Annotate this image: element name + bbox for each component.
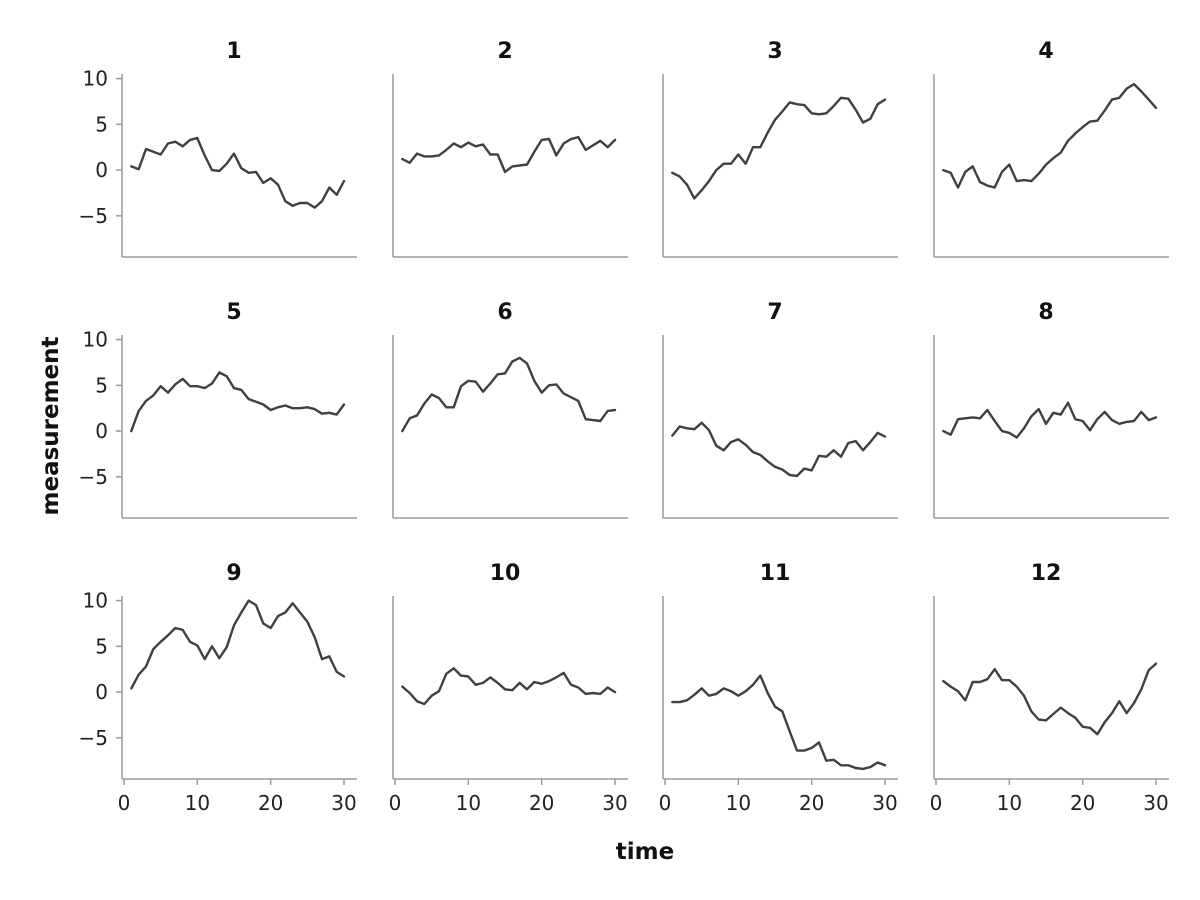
- x-tick-label: 20: [799, 791, 824, 815]
- panel-title: 9: [226, 561, 241, 586]
- y-tick-label: 10: [83, 589, 108, 613]
- x-tick-label: 20: [258, 791, 283, 815]
- panel-title: 5: [226, 300, 241, 325]
- series-line-11: [671, 674, 887, 771]
- series-line-4: [942, 82, 1158, 189]
- panel-title: 11: [760, 561, 791, 586]
- y-tick-label: 5: [95, 373, 108, 397]
- y-tick-label: 0: [95, 680, 108, 704]
- panel-title: 4: [1038, 39, 1053, 64]
- series-line-10: [401, 667, 617, 706]
- y-tick-label: −5: [79, 726, 108, 750]
- x-axis-title: time: [616, 839, 674, 865]
- series-line-7: [671, 421, 887, 478]
- x-tick-label: 0: [659, 791, 672, 815]
- panel-title: 10: [490, 561, 521, 586]
- y-tick-label: 10: [83, 67, 108, 91]
- series-line-2: [401, 135, 617, 174]
- panel-4: 4: [933, 39, 1169, 258]
- x-tick-label: 0: [389, 791, 402, 815]
- panel-5: 5 10 5 0 −5: [79, 300, 357, 519]
- x-tick-label: 10: [726, 791, 751, 815]
- panel-title: 6: [497, 300, 512, 325]
- series-line-1: [130, 136, 346, 209]
- y-tick-label: 5: [95, 634, 108, 658]
- y-tick-label: −5: [79, 465, 108, 489]
- panel-7: 7: [662, 300, 898, 519]
- x-tick-label: 20: [529, 791, 554, 815]
- panel-12: 12 0 10 20 30: [930, 561, 1169, 815]
- panel-3: 3: [662, 39, 898, 258]
- x-tick-label: 30: [872, 791, 897, 815]
- series-line-5: [130, 371, 346, 433]
- x-tick-label: 30: [602, 791, 627, 815]
- series-line-6: [401, 356, 617, 433]
- panel-title: 2: [497, 39, 512, 64]
- panel-6: 6: [392, 300, 628, 519]
- x-tick-label: 0: [930, 791, 943, 815]
- panel-1: 1 10 5 0 −5: [79, 39, 357, 258]
- x-tick-label: 10: [456, 791, 481, 815]
- panel-title: 3: [767, 39, 782, 64]
- panel-10: 10 0 10 20 30: [389, 561, 628, 815]
- series-line-8: [942, 401, 1158, 439]
- panel-title: 7: [767, 300, 782, 325]
- series-line-9: [130, 599, 346, 690]
- x-tick-label: 30: [1143, 791, 1168, 815]
- panel-11: 11 0 10 20 30: [659, 561, 898, 815]
- panel-title: 1: [226, 39, 241, 64]
- y-tick-label: 0: [95, 419, 108, 443]
- x-tick-label: 20: [1070, 791, 1095, 815]
- x-tick-label: 0: [118, 791, 131, 815]
- series-line-3: [671, 96, 887, 200]
- panel-9: 9 10 5 0 −5 0 10 20 30: [79, 561, 357, 815]
- x-tick-label: 10: [185, 791, 210, 815]
- y-tick-label: −5: [79, 204, 108, 228]
- panel-title: 12: [1031, 561, 1062, 586]
- series-line-12: [942, 662, 1158, 736]
- x-tick-label: 10: [997, 791, 1022, 815]
- y-axis-title: measurement: [38, 336, 64, 515]
- y-tick-label: 0: [95, 158, 108, 182]
- y-tick-label: 10: [83, 328, 108, 352]
- y-tick-label: 5: [95, 112, 108, 136]
- panel-8: 8: [933, 300, 1169, 519]
- panel-title: 8: [1038, 300, 1053, 325]
- x-tick-label: 30: [331, 791, 356, 815]
- panel-2: 2: [392, 39, 628, 258]
